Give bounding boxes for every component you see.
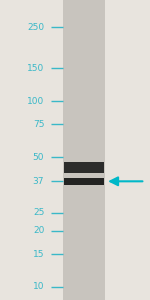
Text: 100: 100 (27, 97, 44, 106)
Text: 50: 50 (33, 152, 44, 161)
Text: 10: 10 (33, 282, 44, 291)
Bar (64, 162, 104, 172)
Text: 20: 20 (33, 226, 44, 236)
Text: 37: 37 (33, 177, 44, 186)
Text: 250: 250 (27, 23, 44, 32)
Text: 75: 75 (33, 120, 44, 129)
Text: 15: 15 (33, 250, 44, 259)
Bar (63, 0, 105, 300)
Bar (64, 178, 104, 185)
Text: 150: 150 (27, 64, 44, 73)
Text: 25: 25 (33, 208, 44, 217)
